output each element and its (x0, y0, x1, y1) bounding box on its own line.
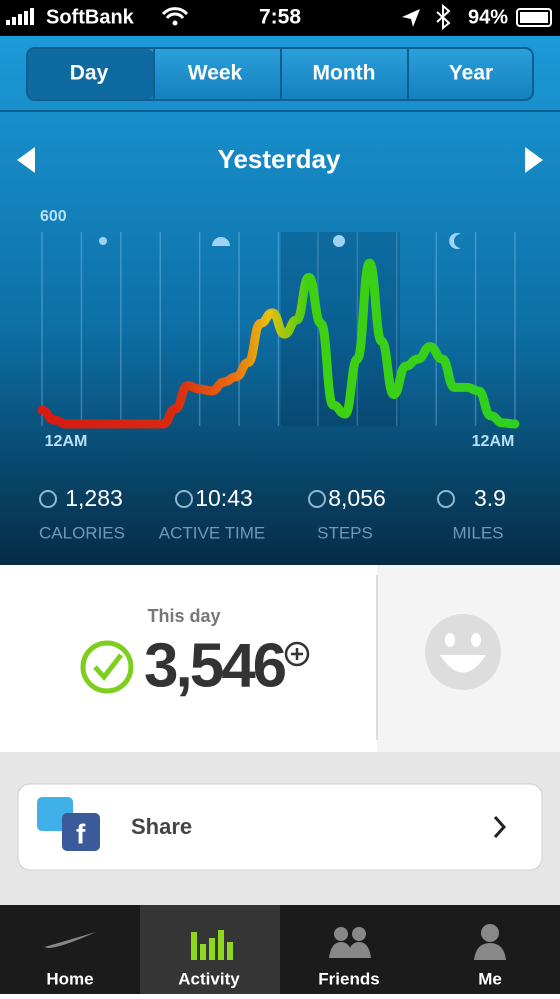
location-icon (402, 9, 420, 27)
bluetooth-icon (436, 3, 451, 31)
battery-level (520, 12, 548, 23)
period-tab[interactable]: Day (70, 62, 109, 85)
period-dividers (153, 49, 409, 99)
period-tab[interactable]: Year (449, 62, 493, 85)
stat-value: 3.9 (474, 485, 506, 511)
stat-icon (175, 490, 193, 508)
facebook-icon (62, 813, 100, 851)
stat-value: 1,283 (65, 485, 123, 511)
stat-label: MILES (452, 523, 503, 542)
time-of-day-icons (99, 233, 461, 249)
facebook-f: f (76, 818, 86, 849)
tab-label[interactable]: Me (478, 969, 502, 988)
signal-icon (6, 8, 34, 25)
wifi-icon (161, 7, 189, 20)
activity-line (37, 258, 520, 429)
activity-chart: 600 12AM 12AM (37, 208, 520, 450)
mood-face[interactable] (425, 614, 501, 690)
stat-icon (437, 490, 455, 508)
friends-icon (329, 927, 371, 958)
prev-arrow[interactable] (17, 147, 35, 173)
period-tab[interactable]: Month (313, 62, 376, 85)
stat-icon (39, 490, 57, 508)
share-button[interactable] (17, 783, 543, 871)
tab-label[interactable]: Home (46, 969, 93, 988)
y-tick-label: 600 (40, 208, 67, 225)
stat-value: 10:43 (195, 485, 253, 511)
stat-label: CALORIES (39, 523, 125, 542)
wifi-dot (172, 20, 178, 26)
status-bar (0, 0, 560, 36)
x-end-label: 12AM (472, 433, 515, 450)
x-start-label: 12AM (45, 433, 88, 450)
plus-sign (291, 648, 303, 660)
period-tab[interactable]: Week (188, 62, 243, 85)
stat-value: 8,056 (328, 485, 386, 511)
plus-icon[interactable] (284, 641, 310, 667)
me-icon (474, 924, 506, 960)
tab-label[interactable]: Friends (318, 969, 379, 988)
carrier: SoftBank (46, 6, 135, 28)
stat-icon (308, 490, 326, 508)
stat-label: ACTIVE TIME (159, 523, 265, 542)
stat-label: STEPS (317, 523, 373, 542)
activity-icon (191, 930, 233, 960)
date-title: Yesterday (218, 144, 341, 174)
battery-icon (516, 8, 552, 27)
next-arrow[interactable] (525, 147, 543, 173)
share-label: Share (131, 814, 192, 839)
mood-features (440, 633, 486, 673)
activity-panel (0, 36, 560, 565)
chevron (493, 815, 507, 839)
home-icon (44, 932, 96, 948)
clock: 7:58 (259, 6, 301, 29)
fuel-caption: This day (147, 606, 220, 626)
check-mark (93, 653, 123, 681)
period-selected (28, 49, 154, 99)
fuel-value: 3,546 (144, 631, 286, 700)
tab-label[interactable]: Activity (178, 969, 240, 988)
battery-percent: 94% (468, 6, 508, 28)
check-icon (80, 640, 134, 694)
